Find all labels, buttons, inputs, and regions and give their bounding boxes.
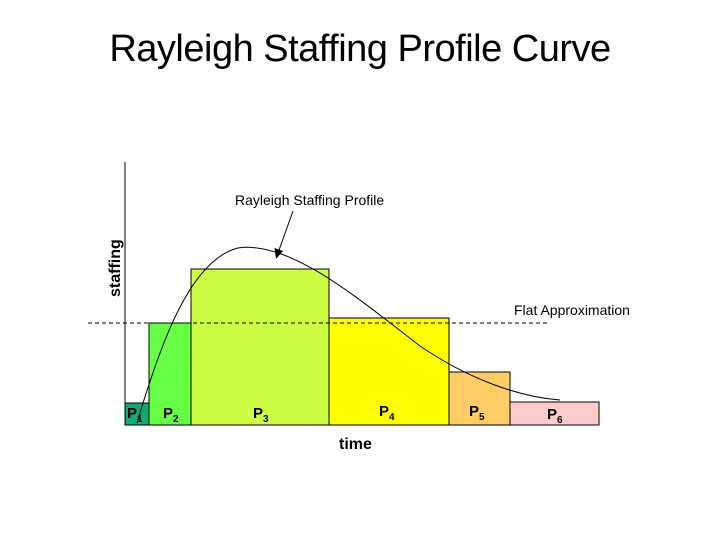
phase-block-p5 <box>448 371 511 426</box>
curve-label: Rayleigh Staffing Profile <box>235 192 384 208</box>
phase-label-p3: P3 <box>253 405 269 425</box>
x-axis-label: time <box>339 436 372 453</box>
phase-label-p6: P6 <box>547 406 563 426</box>
curve-label-arrow <box>277 210 294 254</box>
arrow-head-icon <box>274 248 283 259</box>
y-axis-label: staffing <box>107 239 124 297</box>
phase-label-p4: P4 <box>379 403 395 423</box>
phase-label-p2: P2 <box>163 405 179 425</box>
phase-blocks <box>124 268 600 426</box>
page-title: Rayleigh Staffing Profile Curve <box>109 28 611 70</box>
phase-block-p3 <box>190 268 330 426</box>
rayleigh-curve <box>136 246 561 424</box>
flat-approximation-label: Flat Approximation <box>514 302 630 318</box>
phase-label-p1: P1 <box>127 405 143 425</box>
phase-label-p5: P5 <box>469 403 485 423</box>
